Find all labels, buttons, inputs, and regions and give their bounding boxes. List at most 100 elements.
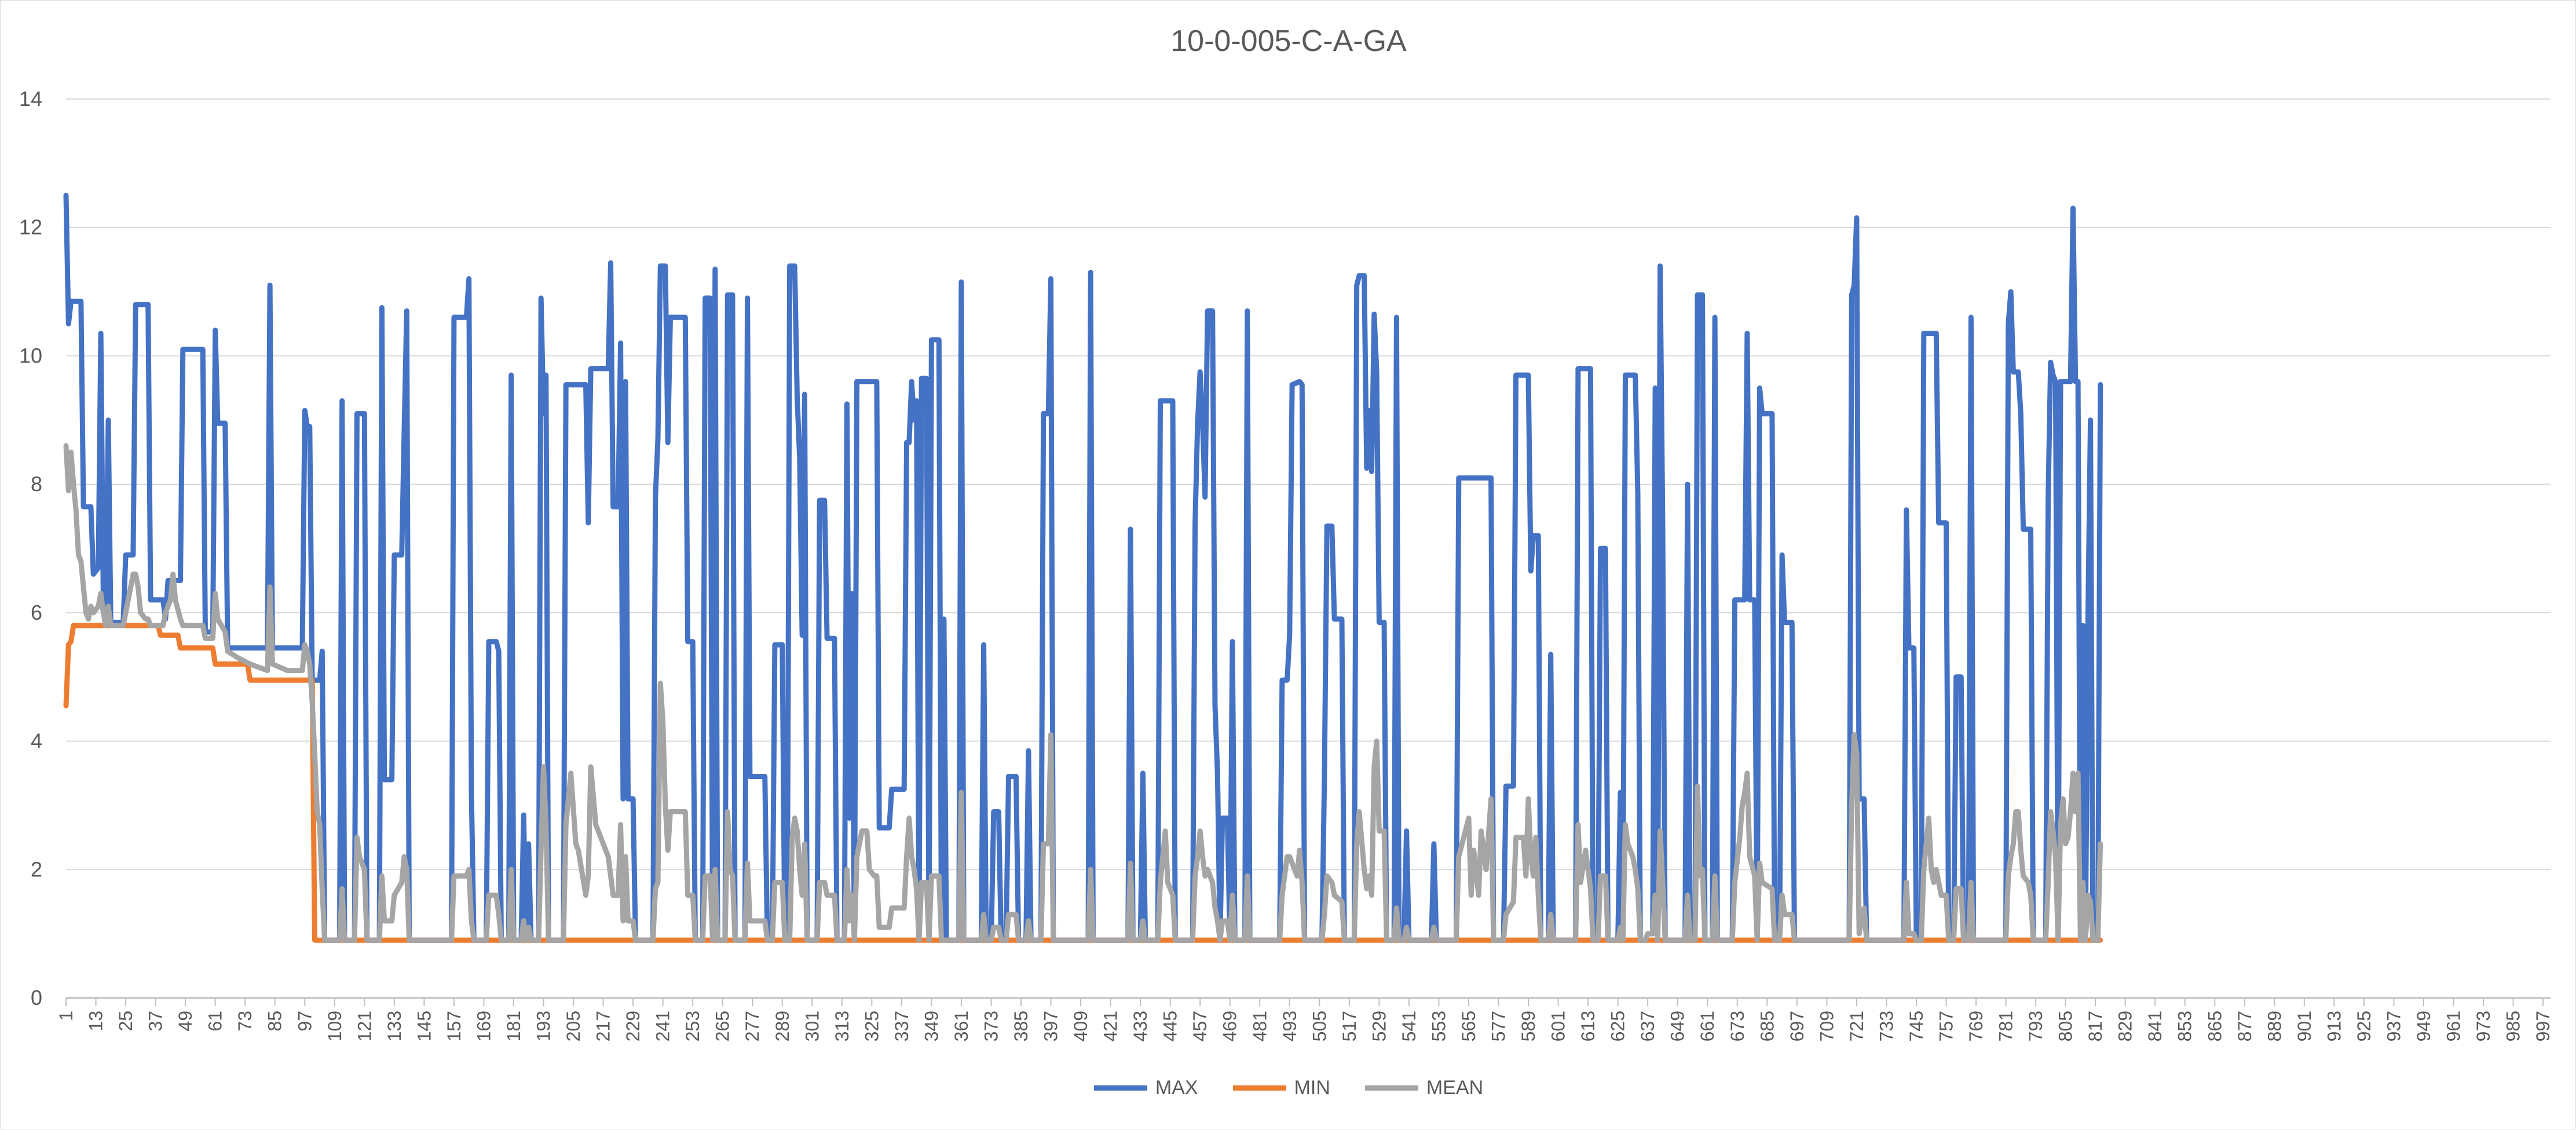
x-tick-label: 397 — [1041, 1011, 1062, 1041]
legend-swatch-min — [1232, 1085, 1286, 1091]
x-tick-label: 241 — [653, 1011, 674, 1041]
series-line-mean[interactable] — [63, 443, 2103, 943]
x-tick-label: 997 — [2533, 1011, 2553, 1041]
x-tick-label: 721 — [1846, 1011, 1867, 1041]
legend-item-max[interactable]: MAX — [1093, 1076, 1198, 1099]
legend-label-mean: MEAN — [1426, 1076, 1484, 1099]
legend: MAX MIN MEAN — [1, 1073, 2576, 1102]
x-tick-label: 625 — [1608, 1011, 1629, 1041]
y-tick-label: 8 — [31, 472, 42, 496]
x-tick-label: 445 — [1160, 1011, 1181, 1041]
x-tick-label: 769 — [1966, 1011, 1986, 1041]
x-tick-label: 217 — [593, 1011, 614, 1041]
x-tick-label: 865 — [2204, 1011, 2225, 1041]
x-tick-label: 817 — [2085, 1011, 2106, 1041]
x-axis: 1 13 25 37 49 61 73 85 97 109 121 133 145 157 169 181 19… — [56, 998, 2553, 1041]
x-tick-label: 349 — [921, 1011, 942, 1041]
x-tick-label: 433 — [1130, 1011, 1151, 1041]
x-tick-label: 841 — [2145, 1011, 2165, 1041]
x-tick-label: 25 — [115, 1011, 136, 1032]
x-tick-label: 925 — [2354, 1011, 2374, 1041]
x-tick-label: 121 — [354, 1011, 375, 1041]
x-tick-label: 781 — [1996, 1011, 2017, 1041]
x-tick-label: 277 — [742, 1011, 763, 1041]
x-tick-label: 757 — [1935, 1011, 1956, 1041]
chart-title: 10-0-005-C-A-GA — [1170, 24, 1407, 58]
x-tick-label: 469 — [1220, 1011, 1241, 1041]
legend-swatch-max — [1093, 1085, 1147, 1091]
x-tick-label: 109 — [324, 1011, 345, 1041]
x-tick-label: 637 — [1637, 1011, 1658, 1041]
x-tick-label: 613 — [1578, 1011, 1598, 1041]
x-tick-label: 805 — [2055, 1011, 2076, 1041]
x-tick-label: 481 — [1249, 1011, 1270, 1041]
y-tick-label: 10 — [19, 343, 42, 367]
legend-label-max: MAX — [1155, 1076, 1198, 1099]
x-tick-label: 13 — [86, 1011, 107, 1032]
series-line-max[interactable] — [63, 192, 2103, 943]
x-tick-label: 949 — [2413, 1011, 2434, 1041]
x-tick-label: 133 — [384, 1011, 405, 1041]
y-tick-label: 2 — [31, 857, 42, 881]
y-tick-label: 14 — [19, 87, 42, 111]
x-tick-label: 661 — [1697, 1011, 1718, 1041]
x-tick-label: 901 — [2294, 1011, 2315, 1041]
x-tick-label: 553 — [1428, 1011, 1449, 1041]
x-tick-label: 325 — [861, 1011, 882, 1041]
x-tick-label: 229 — [623, 1011, 643, 1041]
x-tick-label: 37 — [145, 1011, 166, 1032]
x-tick-label: 493 — [1279, 1011, 1300, 1041]
legend-item-min[interactable]: MIN — [1232, 1076, 1330, 1099]
x-tick-label: 157 — [444, 1011, 464, 1041]
y-axis-labels: 0 2 4 6 8 10 12 14 — [19, 87, 42, 1010]
x-tick-label: 697 — [1787, 1011, 1807, 1041]
x-tick-label: 73 — [235, 1011, 255, 1032]
x-tick-label: 409 — [1070, 1011, 1091, 1041]
legend-swatch-mean — [1364, 1085, 1418, 1091]
y-tick-label: 12 — [19, 215, 42, 239]
x-tick-label: 673 — [1727, 1011, 1748, 1041]
x-tick-label: 457 — [1190, 1011, 1210, 1041]
legend-label-min: MIN — [1294, 1076, 1330, 1099]
x-tick-label: 145 — [414, 1011, 434, 1041]
x-tick-label: 649 — [1667, 1011, 1688, 1041]
x-tick-label: 565 — [1458, 1011, 1479, 1041]
x-tick-label: 541 — [1399, 1011, 1419, 1041]
x-tick-label: 529 — [1368, 1011, 1389, 1041]
x-tick-label: 709 — [1816, 1011, 1837, 1041]
x-tick-label: 877 — [2234, 1011, 2255, 1041]
x-tick-label: 169 — [473, 1011, 494, 1041]
x-tick-label: 265 — [712, 1011, 733, 1041]
x-tick-label: 685 — [1757, 1011, 1777, 1041]
series-lines — [63, 192, 2103, 943]
x-tick-label: 313 — [832, 1011, 852, 1041]
y-tick-label: 4 — [31, 729, 42, 753]
x-tick-label: 193 — [533, 1011, 554, 1041]
x-tick-label: 289 — [772, 1011, 793, 1041]
x-tick-label: 913 — [2323, 1011, 2344, 1041]
x-tick-label: 889 — [2264, 1011, 2285, 1041]
series-line-min[interactable] — [63, 623, 2103, 943]
x-tick-label: 253 — [682, 1011, 703, 1041]
x-tick-label: 577 — [1488, 1011, 1509, 1041]
legend-item-mean[interactable]: MEAN — [1364, 1076, 1484, 1099]
x-tick-label: 937 — [2383, 1011, 2404, 1041]
x-tick-label: 373 — [980, 1011, 1001, 1041]
x-tick-label: 1 — [56, 1011, 76, 1021]
x-tick-label: 733 — [1876, 1011, 1897, 1041]
x-tick-label: 793 — [2025, 1011, 2046, 1041]
x-tick-label: 49 — [175, 1011, 196, 1032]
x-tick-label: 601 — [1548, 1011, 1569, 1041]
x-tick-label: 421 — [1100, 1011, 1121, 1041]
x-tick-label: 517 — [1339, 1011, 1360, 1041]
x-tick-label: 385 — [1011, 1011, 1031, 1041]
x-tick-label: 961 — [2443, 1011, 2464, 1041]
x-tick-label: 61 — [205, 1011, 226, 1032]
x-tick-label: 589 — [1518, 1011, 1539, 1041]
x-tick-label: 505 — [1309, 1011, 1330, 1041]
x-tick-label: 745 — [1906, 1011, 1927, 1041]
gridlines — [66, 98, 2551, 999]
x-tick-label: 985 — [2503, 1011, 2524, 1041]
